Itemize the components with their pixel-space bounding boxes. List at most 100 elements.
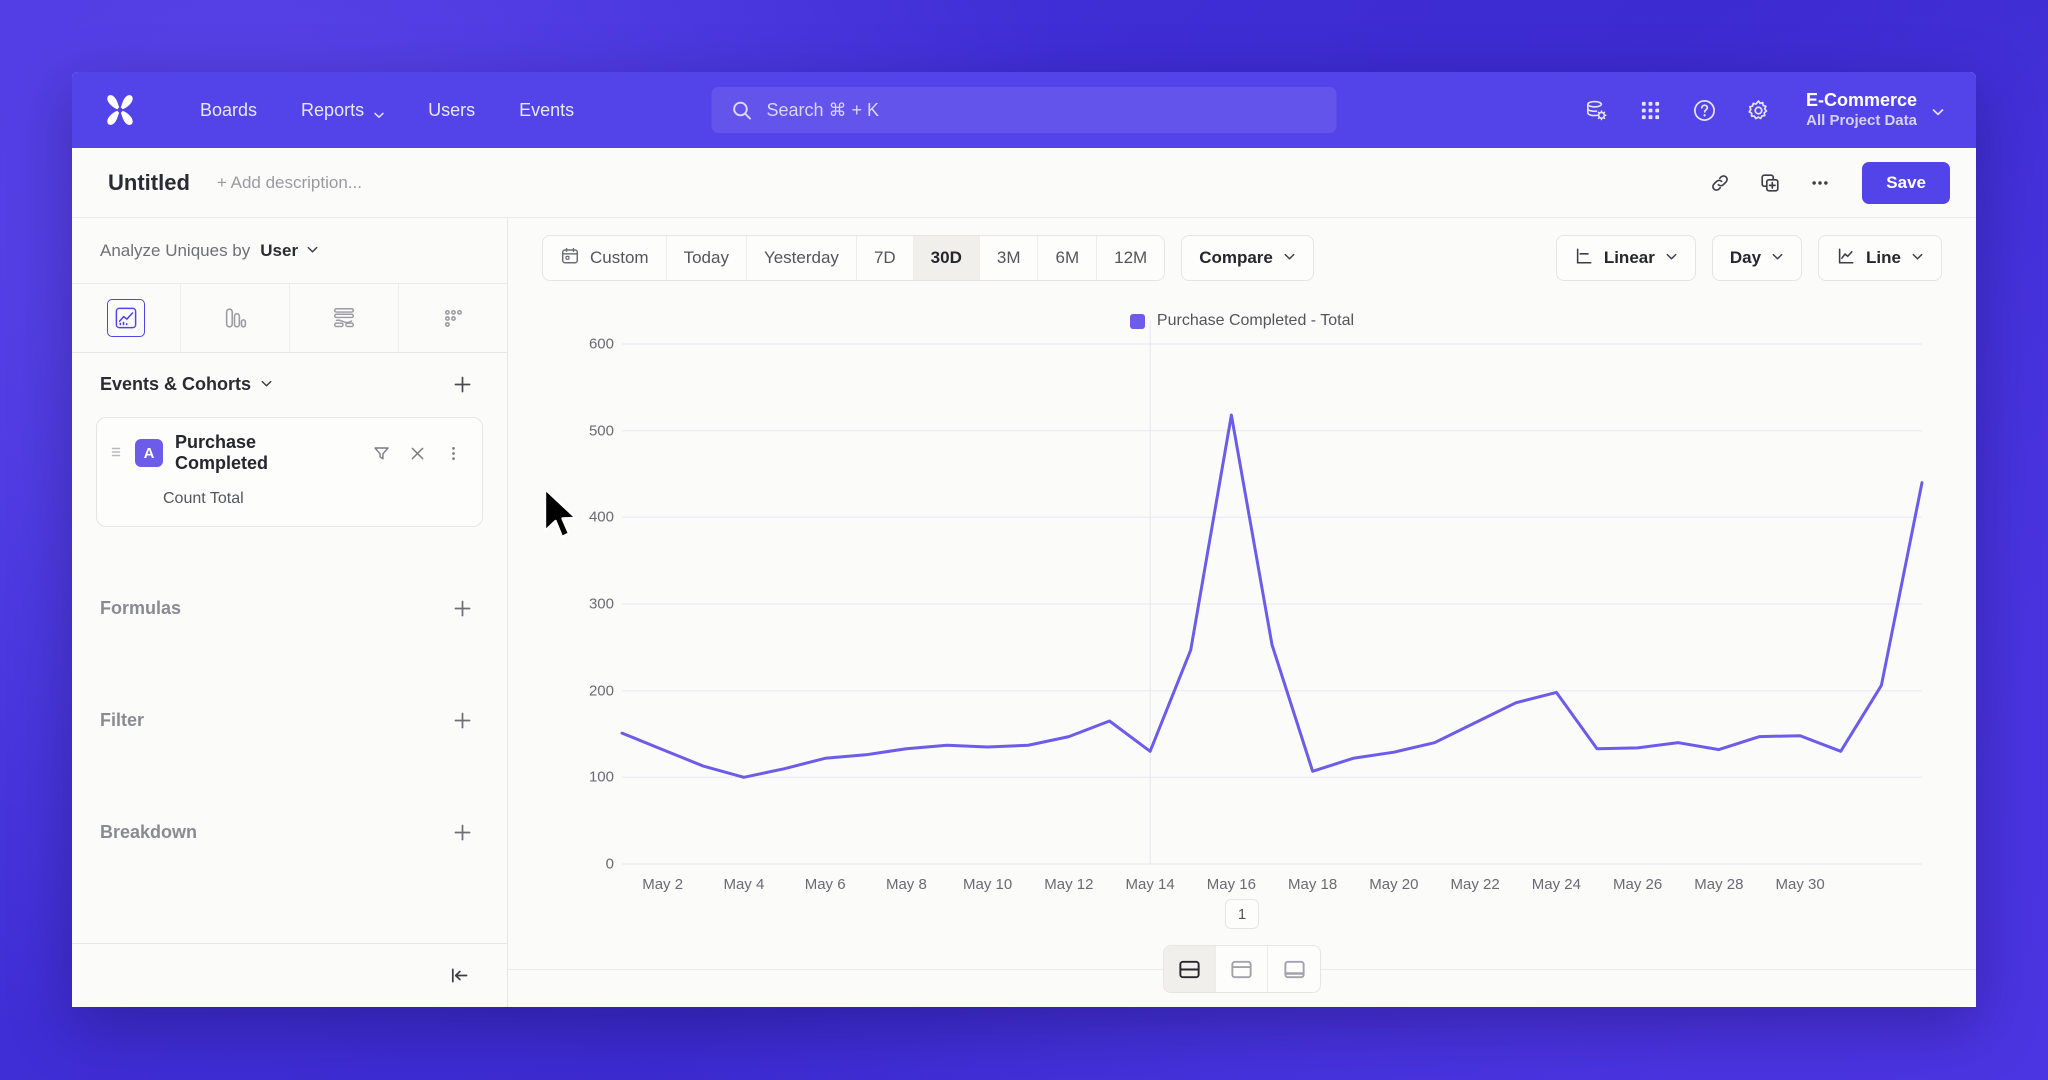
duplicate-add-icon[interactable] [1748,161,1792,205]
analyze-by-row: Analyze Uniques by User [72,218,507,284]
date-range-6m[interactable]: 6M [1038,236,1098,280]
workspace: Analyze Uniques by User [72,218,1976,1007]
x-axis-tick: May 4 [723,876,765,893]
x-axis-tick: May 12 [1044,876,1094,893]
y-axis-tick: 100 [588,768,614,786]
x-axis-tick: May 20 [1369,876,1419,893]
project-selector[interactable]: E-Commerce All Project Data [1790,85,1950,134]
page-title[interactable]: Untitled [108,169,190,195]
help-circle-icon[interactable] [1682,87,1728,133]
y-axis-tick: 600 [588,335,614,353]
section-filter-header: Filter [72,689,507,751]
chevron-down-icon [1665,248,1678,268]
sidebar-footer [72,943,507,1007]
x-axis-tick: May 16 [1206,876,1256,893]
tab-insights[interactable] [72,284,181,352]
date-range-7d-label: 7D [873,248,896,267]
section-breakdown-header: Breakdown [72,801,507,863]
date-range-3m[interactable]: 3M [980,236,1039,280]
project-names: E-Commerce All Project Data [1806,89,1917,130]
tab-flows[interactable] [290,284,399,352]
section-events-cohorts-toggle[interactable]: Events & Cohorts [100,374,273,395]
date-range-today[interactable]: Today [667,236,747,280]
section-breakdown-label: Breakdown [100,821,198,842]
top-nav-actions: E-Commerce All Project Data [1574,85,1950,134]
analyze-by-selector[interactable]: User [260,241,319,261]
database-gear-icon[interactable] [1574,87,1620,133]
header-actions: Save [1698,161,1950,205]
x-axis-tick: May 24 [1531,876,1581,893]
date-range-30d[interactable]: 30D [913,236,980,280]
charttype-label: Line [1866,248,1901,267]
legend-label[interactable]: Purchase Completed - Total [1156,312,1355,329]
nav-item-users[interactable]: Users [406,91,497,130]
charttype-selector[interactable]: Line [1819,236,1941,280]
tab-retention[interactable] [399,284,507,352]
more-horizontal-icon[interactable] [1798,161,1842,205]
interval-selector[interactable]: Day [1713,236,1801,280]
primary-nav-links: Boards Reports Users Events [178,91,596,130]
global-search-input[interactable]: Search ⌘ + K [711,87,1337,133]
date-range-yesterday[interactable]: Yesterday [747,236,857,280]
chart-page-number[interactable]: 1 [1225,899,1259,929]
chevron-down-icon [306,241,319,261]
add-event-button[interactable] [445,367,479,401]
chart-panel: Custom Today Yesterday 7D 30D [508,218,1976,1007]
layout-split-icon[interactable] [1164,946,1216,992]
layout-toggle-group [1163,945,1321,993]
nav-item-reports[interactable]: Reports [279,91,406,130]
link-icon[interactable] [1698,161,1742,205]
line-chart-plot[interactable]: 0 100 200 300 400 500 600 May 2 May 4 May 6 May 8… [589,344,1922,893]
compare-label: Compare [1199,248,1273,267]
project-name: E-Commerce [1805,90,1917,111]
spacer [72,639,507,689]
date-range-12m[interactable]: 12M [1097,236,1164,280]
event-name[interactable]: Purchase Completed [174,432,268,473]
date-range-today-label: Today [683,248,729,267]
compare-button[interactable]: Compare [1182,236,1313,280]
nav-item-events[interactable]: Events [497,91,596,130]
add-description-button[interactable]: + Add description... [216,172,362,192]
more-vertical-icon[interactable] [438,438,468,468]
add-breakdown-button[interactable] [445,815,479,849]
mixpanel-logo[interactable] [100,90,140,130]
add-filter-button[interactable] [445,703,479,737]
chart-toolbar: Custom Today Yesterday 7D 30D [508,218,1976,298]
y-axis-tick: 400 [588,508,614,526]
x-axis-tick: May 22 [1450,876,1500,893]
event-measure[interactable]: Count Total [163,490,244,507]
axis-linear-icon [1574,246,1594,271]
collapse-sidebar-icon[interactable] [441,958,477,994]
grid-apps-icon[interactable] [1628,87,1674,133]
filter-funnel-icon[interactable] [366,438,396,468]
spacer [72,751,507,801]
settings-gear-icon[interactable] [1736,87,1782,133]
date-range-group: Custom Today Yesterday 7D 30D [542,235,1166,281]
date-range-custom[interactable]: Custom [543,236,667,280]
date-range-yesterday-label: Yesterday [763,248,839,267]
remove-x-icon[interactable] [402,438,432,468]
interval-group: Day [1711,235,1803,281]
x-axis-tick: May 14 [1125,876,1175,893]
layout-top-icon[interactable] [1216,946,1268,992]
section-filter-label: Filter [100,709,145,730]
chevron-down-icon [1931,105,1944,116]
event-row: A Purchase Completed [111,432,468,474]
chart-legend: Purchase Completed - Total [542,298,1942,344]
x-axis-tick: May 18 [1288,876,1338,893]
chevron-down-icon [1911,248,1924,268]
y-axis-tick: 500 [588,422,614,440]
scale-label: Linear [1603,248,1655,267]
date-range-7d[interactable]: 7D [857,236,914,280]
layout-bottom-icon[interactable] [1268,946,1320,992]
tab-funnels[interactable] [181,284,290,352]
date-range-12m-label: 12M [1114,248,1148,267]
save-button[interactable]: Save [1862,161,1950,204]
add-formula-button[interactable] [445,591,479,625]
section-formulas-label: Formulas [100,597,182,618]
scale-selector[interactable]: Linear [1557,236,1695,280]
query-sidebar: Analyze Uniques by User [72,218,508,1007]
drag-handle-icon[interactable] [111,444,123,463]
flows-icon [325,299,363,337]
nav-item-boards[interactable]: Boards [178,91,279,130]
